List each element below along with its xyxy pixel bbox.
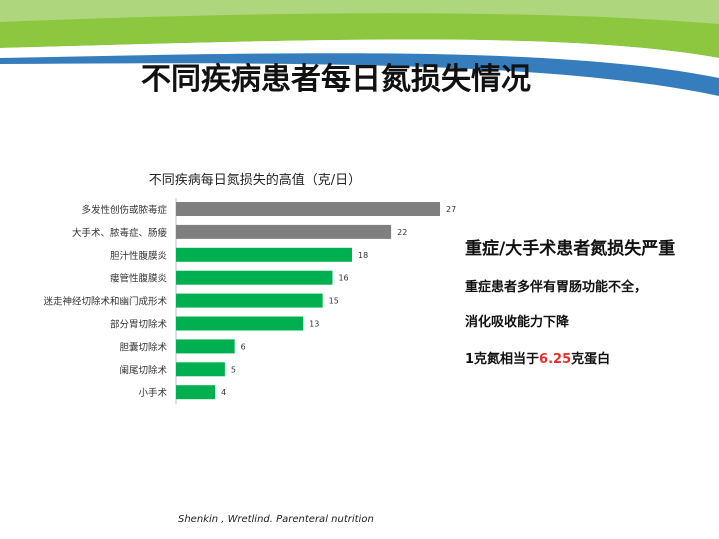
chart-title: 不同疾病每日氮损失的高值（克/日） bbox=[148, 173, 362, 188]
category-label: 胆囊切除术 bbox=[119, 341, 167, 353]
bar bbox=[176, 316, 304, 331]
bar bbox=[176, 362, 225, 377]
category-label: 小手术 bbox=[138, 387, 167, 399]
data-label: 15 bbox=[329, 297, 339, 306]
data-label: 6 bbox=[241, 342, 246, 351]
category-label: 多发性创伤或脓毒症 bbox=[81, 204, 167, 216]
citation: Shenkin , Wretlind. Parenteral nutrition bbox=[178, 514, 374, 525]
conversion-value: 6.25 bbox=[539, 352, 572, 367]
slide-title: 不同疾病患者每日氮损失情况 bbox=[141, 62, 531, 97]
conversion-suffix: 克蛋白 bbox=[571, 352, 611, 367]
category-label: 迷走神经切除术和幽门成形术 bbox=[43, 296, 167, 308]
data-label: 13 bbox=[309, 320, 319, 329]
side-text-line-3: 1克氮相当于6.25克蛋白 bbox=[465, 348, 610, 367]
bar bbox=[176, 247, 352, 262]
category-label: 大手术、脓毒症、肠瘘 bbox=[72, 227, 168, 239]
header-swoosh-decoration bbox=[0, 0, 719, 96]
bar bbox=[176, 293, 323, 308]
data-label: 22 bbox=[397, 228, 407, 237]
bar bbox=[176, 339, 235, 354]
bar bbox=[176, 385, 216, 400]
side-heading: 重症/大手术患者氮损失严重 bbox=[465, 239, 676, 259]
data-label: 27 bbox=[446, 205, 456, 214]
side-text-line-1: 重症患者多伴有胃肠功能不全， bbox=[465, 280, 648, 295]
category-label: 瘘管性腹膜炎 bbox=[110, 273, 168, 285]
data-label: 4 bbox=[221, 388, 226, 397]
data-label: 18 bbox=[358, 251, 368, 260]
bar bbox=[176, 270, 333, 285]
category-label: 阑尾切除术 bbox=[119, 364, 167, 376]
bar bbox=[176, 202, 440, 216]
category-label: 部分胃切除术 bbox=[110, 319, 168, 331]
data-label: 5 bbox=[231, 365, 236, 374]
side-text-line-2: 消化吸收能力下降 bbox=[465, 315, 570, 330]
data-label: 16 bbox=[338, 274, 348, 283]
category-label: 胆汁性腹膜炎 bbox=[110, 250, 168, 262]
bar bbox=[176, 224, 392, 239]
conversion-prefix: 1克氮相当于 bbox=[465, 352, 540, 367]
